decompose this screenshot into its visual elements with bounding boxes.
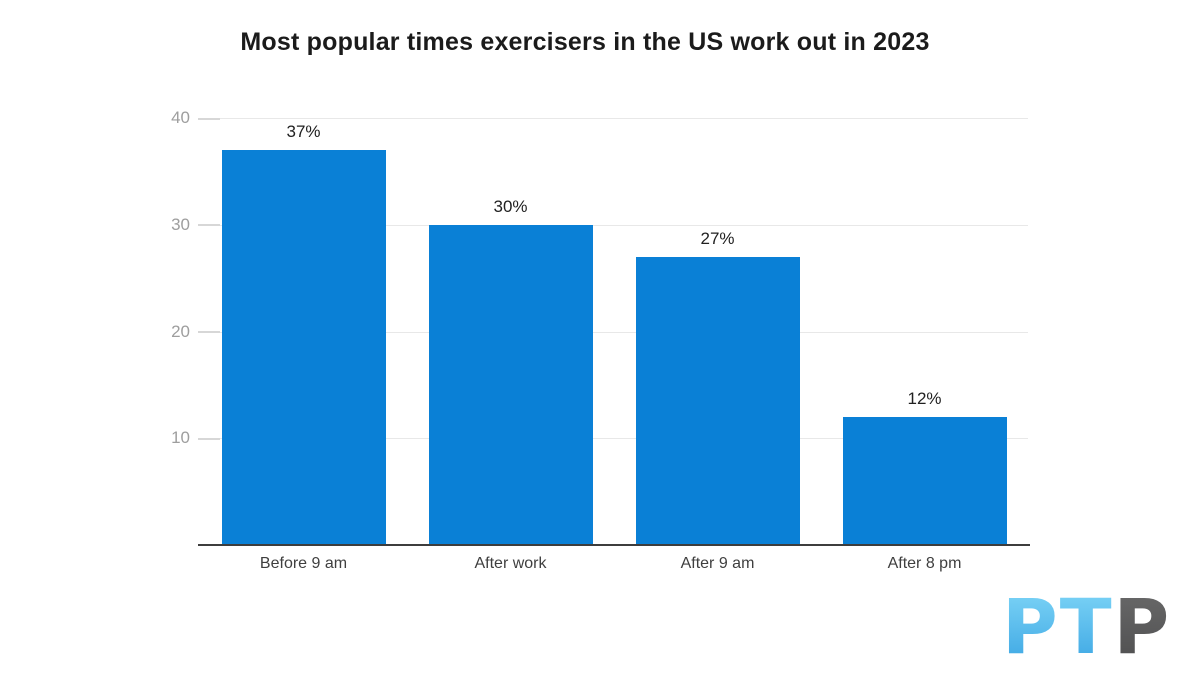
x-axis-category-label: Before 9 am — [259, 555, 348, 572]
gridline — [200, 118, 1028, 119]
bar — [221, 150, 386, 545]
logo-text-pt: PT — [1002, 589, 1114, 661]
gridline — [200, 331, 1028, 333]
value-label: 27% — [700, 228, 735, 248]
logo-text-p: P — [1114, 589, 1172, 661]
x-axis-category-label: After 8 pm — [887, 555, 962, 572]
x-axis-category-label: After work — [474, 555, 547, 572]
y-axis-tick-label: 10 — [171, 428, 190, 448]
gridline — [200, 438, 1028, 440]
y-axis-tick-label: 30 — [171, 214, 190, 234]
y-axis-tick-label: 40 — [171, 108, 190, 127]
logo-text: PTP — [1002, 589, 1171, 661]
x-axis-line — [198, 544, 1030, 546]
ptp-logo: PTP — [1002, 589, 1171, 661]
value-label: 12% — [907, 388, 942, 408]
y-axis-tick — [198, 224, 220, 227]
value-label: 37% — [286, 122, 321, 142]
y-axis-tick — [198, 331, 220, 333]
y-axis-tick — [198, 117, 220, 120]
x-axis-category-label: After 9 am — [680, 555, 755, 572]
y-axis-tick — [198, 437, 220, 440]
bar — [842, 416, 1007, 545]
value-label: 30% — [493, 196, 528, 216]
y-axis-tick-label: 20 — [171, 321, 190, 341]
gridline — [200, 224, 1028, 226]
bar — [635, 256, 800, 545]
chart-title: Most popular times exercisers in the US … — [240, 28, 930, 56]
bar — [428, 224, 593, 545]
